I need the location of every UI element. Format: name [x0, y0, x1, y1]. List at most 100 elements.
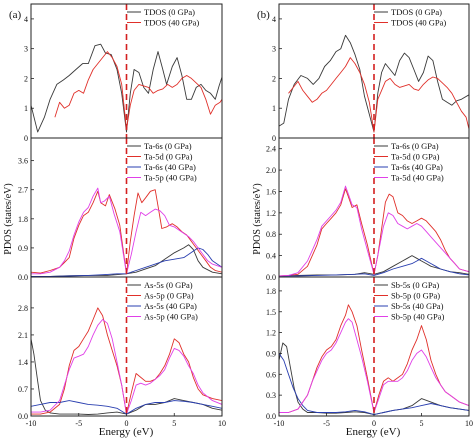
- x-tick-label: 10: [465, 419, 473, 428]
- y-tick-label: 0.7: [18, 385, 28, 394]
- y-tick-label: 2.7: [18, 186, 28, 195]
- y-tick-label: 4: [24, 15, 28, 24]
- y-tick-label: 2.1: [18, 331, 28, 340]
- y-tick-label: 0.3: [266, 391, 276, 400]
- chart-panel-b-3: 0.0 0.3 0.6 0.9 1.2 1.5 1.8 -10 -5 0 5 10 Sb-5s (0 G…: [266, 276, 473, 428]
- legend-entry-4: Ta-5d (40 GPa): [391, 173, 444, 183]
- panel-label-a: (a): [9, 9, 22, 21]
- y-tick-label: 4: [272, 15, 276, 24]
- x-tick-label: 0: [372, 419, 376, 428]
- y-tick-label: 2: [272, 74, 276, 83]
- legend-entry-2: TDOS (40 GPa): [391, 18, 446, 28]
- y-tick-label: 1.2: [266, 329, 276, 338]
- y-tick-label: 0.0: [18, 273, 28, 282]
- x-axis-label-left: Energy (eV): [99, 426, 154, 438]
- legend-entry-3: Sb-5s (40 GPa): [391, 301, 444, 311]
- y-tick-label: 0.0: [18, 412, 28, 421]
- x-tick-label: 0: [125, 419, 129, 428]
- y-tick-label: 0.0: [266, 273, 276, 282]
- x-axis-label-right: Energy (eV): [346, 426, 401, 438]
- y-tick-label: 0.9: [18, 244, 28, 253]
- y-axis-label-left: PDOS (states/eV): [3, 183, 14, 254]
- y-tick-label: 0.8: [266, 230, 276, 239]
- series-line-a-2-3: [31, 247, 222, 277]
- series-line-a-3-1: [31, 338, 222, 415]
- y-tick-label: 1.8: [266, 287, 276, 296]
- legend-entry-3: Ta-6s (40 GPa): [144, 162, 196, 172]
- y-tick-label: 2.8: [18, 304, 28, 313]
- legend-entry-4: Ta-5p (40 GPa): [144, 173, 197, 183]
- series-line-b-1-1: [279, 34, 469, 133]
- y-tick-label: 1: [272, 104, 276, 113]
- chart-panel-a-1: 0 1 2 3 4 TDOS (0 GPa)TDOS (40 GPa): [24, 3, 223, 143]
- series-line-a-2-2: [31, 189, 222, 275]
- legend-entry-1: Ta-6s (0 GPa): [391, 141, 439, 151]
- y-tick-label: 0: [24, 134, 28, 143]
- y-tick-label: 0.0: [266, 412, 276, 421]
- series-line-b-3-2: [279, 304, 469, 413]
- series-line-b-2-3: [279, 257, 469, 277]
- chart-panel-a-2: 0.0 0.9 1.8 2.7 3.6 Ta-6s (0 GPa)Ta-5d (0 GPa…: [18, 137, 223, 282]
- y-tick-label: 2: [24, 74, 28, 83]
- x-tick-label: -5: [75, 419, 82, 428]
- y-tick-label: 0.9: [266, 349, 276, 358]
- legend-entry-1: As-5s (0 GPa): [144, 280, 193, 290]
- series-line-a-2-4: [31, 187, 222, 275]
- panel-label-b: (b): [257, 9, 270, 21]
- legend-a-3: As-5s (0 GPa)As-5p (0 GPa)As-5s (40 GPa)…: [127, 280, 198, 322]
- legend-entry-2: TDOS (40 GPa): [144, 18, 199, 28]
- y-tick-label: 3.6: [18, 157, 28, 166]
- legend-entry-2: Sb-5p (0 GPa): [391, 291, 440, 301]
- legend-a-2: Ta-6s (0 GPa)Ta-5d (0 GPa)Ta-6s (40 GPa)…: [127, 141, 197, 183]
- legend-a-1: TDOS (0 GPa)TDOS (40 GPa): [127, 7, 199, 28]
- legend-entry-4: Sb-5p (40 GPa): [391, 312, 445, 322]
- x-tick-label: 10: [218, 419, 226, 428]
- y-tick-label: 1: [24, 104, 28, 113]
- series-line-b-1-2: [288, 57, 469, 133]
- x-tick-label: 5: [172, 419, 176, 428]
- legend-entry-1: TDOS (0 GPa): [144, 7, 195, 17]
- y-tick-label: 1.2: [266, 209, 276, 218]
- y-tick-label: 3: [272, 45, 276, 54]
- legend-entry-2: Ta-5d (0 GPa): [391, 152, 440, 162]
- y-tick-label: 2.0: [266, 166, 276, 175]
- legend-entry-1: Ta-6s (0 GPa): [144, 141, 192, 151]
- series-line-a-1-1: [31, 43, 222, 133]
- series-line-b-3-4: [279, 318, 469, 413]
- y-tick-label: 2.4: [266, 145, 276, 154]
- y-tick-label: 1.4: [18, 358, 28, 367]
- legend-b-1: TDOS (0 GPa)TDOS (40 GPa): [374, 7, 446, 28]
- chart-panel-b-2: 0.00.40.81.21.62.02.4 Ta-6s (0 GPa)Ta-5d …: [266, 137, 470, 282]
- legend-entry-1: TDOS (0 GPa): [391, 7, 442, 17]
- y-tick-label: 1.6: [266, 187, 276, 196]
- series-line-a-3-4: [31, 319, 222, 415]
- x-tick-label: -5: [323, 419, 330, 428]
- x-tick-label: 5: [420, 419, 424, 428]
- series-line-b-2-2: [279, 188, 469, 277]
- y-tick-label: 1.5: [266, 308, 276, 317]
- legend-entry-2: As-5p (0 GPa): [144, 291, 194, 301]
- legend-entry-3: As-5s (40 GPa): [144, 301, 197, 311]
- y-tick-label: 0.6: [266, 370, 276, 379]
- y-tick-label: 0: [272, 134, 276, 143]
- x-tick-label: -10: [26, 419, 37, 428]
- legend-entry-3: Ta-6s (40 GPa): [391, 162, 443, 172]
- series-line-b-2-4: [279, 185, 469, 277]
- y-tick-label: 1.8: [18, 215, 28, 224]
- series-line-b-3-1: [279, 342, 469, 416]
- series-line-a-1-2: [54, 51, 222, 130]
- chart-panel-b-1: 0 1 2 3 4 TDOS (0 GPa)TDOS (40 GPa): [272, 3, 470, 143]
- legend-b-2: Ta-6s (0 GPa)Ta-5d (0 GPa)Ta-6s (40 GPa)…: [374, 141, 444, 183]
- series-line-a-3-2: [31, 307, 222, 415]
- y-axis-label-right: PDOS (states/eV): [252, 183, 263, 254]
- legend-entry-4: As-5p (40 GPa): [144, 312, 198, 322]
- x-tick-label: -10: [274, 419, 285, 428]
- series-line-b-3-3: [279, 353, 469, 416]
- y-tick-label: 3: [24, 45, 28, 54]
- legend-entry-1: Sb-5s (0 GPa): [391, 280, 439, 290]
- legend-entry-2: Ta-5d (0 GPa): [144, 152, 193, 162]
- legend-b-3: Sb-5s (0 GPa)Sb-5p (0 GPa)Sb-5s (40 GPa)…: [374, 280, 445, 322]
